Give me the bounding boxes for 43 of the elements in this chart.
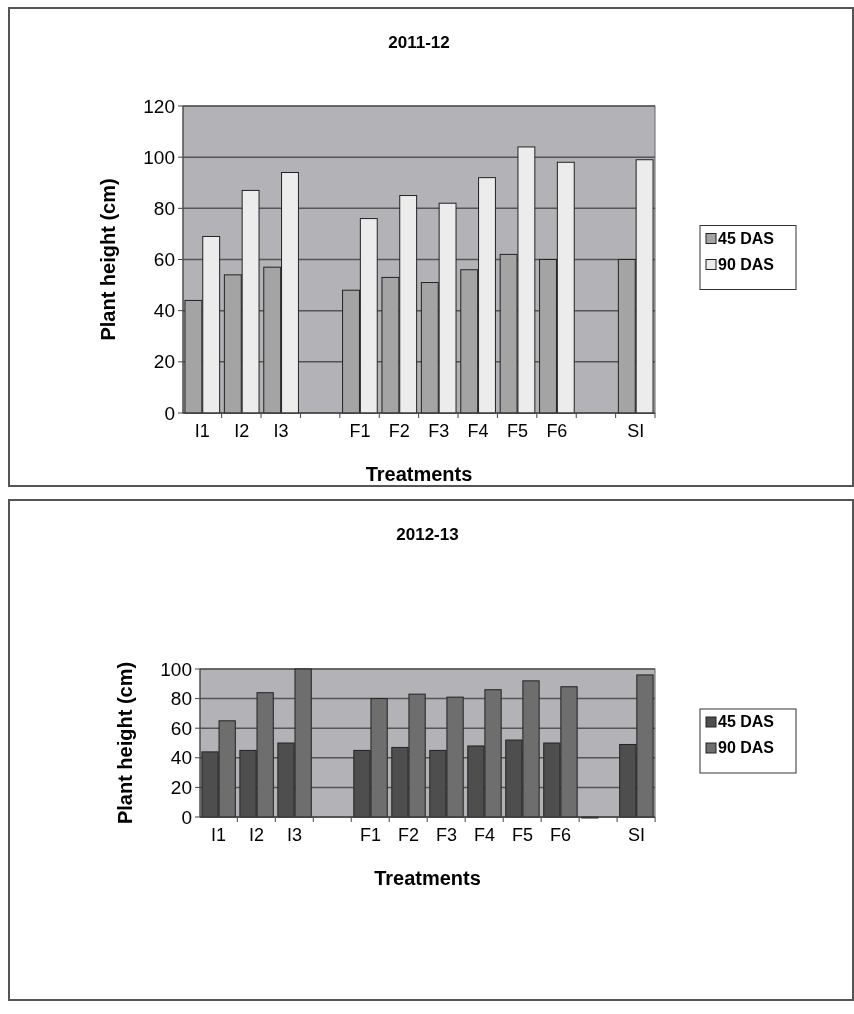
y-tick-label: 80: [153, 197, 175, 219]
y-axis-title: Plant height (cm): [97, 178, 119, 341]
x-tick-label: F5: [506, 421, 529, 441]
x-axis-title: Treatments: [374, 867, 481, 889]
x-tick-label: F3: [435, 825, 457, 845]
x-tick-label: F6: [546, 421, 568, 441]
x-tick-label: I2: [234, 421, 250, 441]
x-tick-label: F3: [428, 421, 450, 441]
y-tick-label: 60: [153, 249, 175, 271]
x-tick-label: F4: [473, 825, 495, 845]
y-tick-label: 100: [143, 146, 175, 168]
x-tick-label: I3: [287, 825, 303, 845]
y-tick-label: 100: [160, 658, 192, 680]
y-tick-label: 20: [153, 351, 175, 373]
x-tick-label: F5: [511, 825, 533, 845]
y-tick-label: 80: [170, 688, 192, 710]
legend-label: 90 DAS: [718, 739, 775, 756]
legend-label: 45 DAS: [718, 229, 775, 247]
y-tick-label: 0: [181, 806, 192, 828]
x-tick-label: SI: [627, 421, 645, 441]
chart-title: 2011-12: [388, 33, 450, 52]
x-tick-label: F4: [467, 421, 489, 441]
x-tick-label: F2: [398, 825, 420, 845]
y-tick-label: 20: [170, 777, 192, 799]
x-tick-label: I3: [273, 421, 289, 441]
x-tick-label: I1: [211, 825, 227, 845]
y-tick-label: 0: [164, 402, 175, 424]
legend-label: 90 DAS: [718, 255, 775, 273]
y-tick-label: 120: [143, 95, 175, 117]
x-tick-label: F1: [349, 421, 371, 441]
chart-title: 2012-13: [396, 525, 459, 544]
x-tick-label: I2: [249, 825, 265, 845]
y-tick-label: 40: [170, 747, 192, 769]
y-tick-label: 40: [153, 300, 175, 322]
x-tick-label: F1: [360, 825, 382, 845]
x-tick-label: F2: [388, 421, 410, 441]
legend-label: 45 DAS: [718, 713, 775, 730]
x-tick-label: SI: [627, 825, 645, 845]
x-tick-label: F6: [549, 825, 571, 845]
y-axis-title: Plant height (cm): [114, 661, 136, 825]
x-tick-label: I1: [194, 421, 210, 441]
x-axis-title: Treatments: [365, 463, 473, 485]
y-tick-label: 60: [170, 717, 192, 739]
